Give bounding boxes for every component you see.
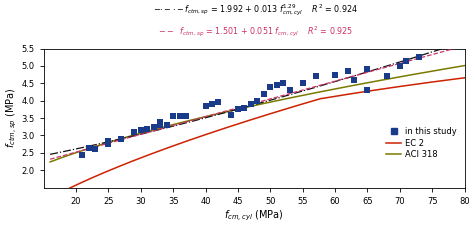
Point bbox=[176, 115, 183, 118]
Text: $--\ \ f_{ctm,sp}$ = 1.501 + 0.051 $f_{cm,cyl}$    $R^2$ = 0.925: $--\ \ f_{ctm,sp}$ = 1.501 + 0.051 $f_{c… bbox=[158, 25, 354, 39]
Point bbox=[105, 142, 112, 146]
Point bbox=[364, 89, 371, 92]
Point bbox=[266, 85, 274, 89]
Point bbox=[156, 120, 164, 123]
Legend: in this study, EC 2, ACI 318: in this study, EC 2, ACI 318 bbox=[383, 124, 460, 163]
Point bbox=[254, 99, 261, 103]
Point bbox=[299, 81, 306, 85]
Point bbox=[150, 125, 157, 128]
X-axis label: $f_{cm,cyl}$ (MPa): $f_{cm,cyl}$ (MPa) bbox=[224, 208, 284, 223]
Point bbox=[331, 73, 339, 76]
Point bbox=[130, 130, 138, 134]
Point bbox=[182, 115, 190, 118]
Point bbox=[260, 92, 268, 96]
Point bbox=[79, 153, 86, 156]
Point bbox=[91, 148, 99, 151]
Point bbox=[156, 123, 164, 127]
Point bbox=[241, 106, 248, 109]
Point bbox=[169, 115, 177, 118]
Point bbox=[351, 78, 358, 82]
Point bbox=[286, 89, 293, 92]
Point bbox=[312, 74, 319, 78]
Point bbox=[247, 102, 255, 106]
Y-axis label: $f_{ctm,sp}$ (MPa): $f_{ctm,sp}$ (MPa) bbox=[4, 88, 18, 148]
Point bbox=[344, 69, 352, 73]
Point bbox=[228, 113, 235, 116]
Point bbox=[396, 64, 403, 68]
Point bbox=[402, 59, 410, 62]
Point bbox=[215, 101, 222, 104]
Point bbox=[85, 146, 93, 149]
Point bbox=[202, 104, 210, 108]
Point bbox=[118, 137, 125, 141]
Text: $-{\cdot}-{\cdot}-f_{ctm,sp}$ = 1.992 + 0.013 $f_{cm,cyl}^{1.29}$    $R^2$ = 0.9: $-{\cdot}-{\cdot}-f_{ctm,sp}$ = 1.992 + … bbox=[154, 2, 358, 18]
Point bbox=[137, 128, 145, 132]
Point bbox=[144, 127, 151, 130]
Point bbox=[415, 55, 423, 59]
Point bbox=[279, 81, 287, 85]
Point bbox=[364, 68, 371, 71]
Point bbox=[383, 74, 391, 78]
Point bbox=[163, 123, 171, 127]
Point bbox=[234, 108, 242, 111]
Point bbox=[105, 139, 112, 143]
Point bbox=[208, 102, 216, 106]
Point bbox=[273, 83, 281, 87]
